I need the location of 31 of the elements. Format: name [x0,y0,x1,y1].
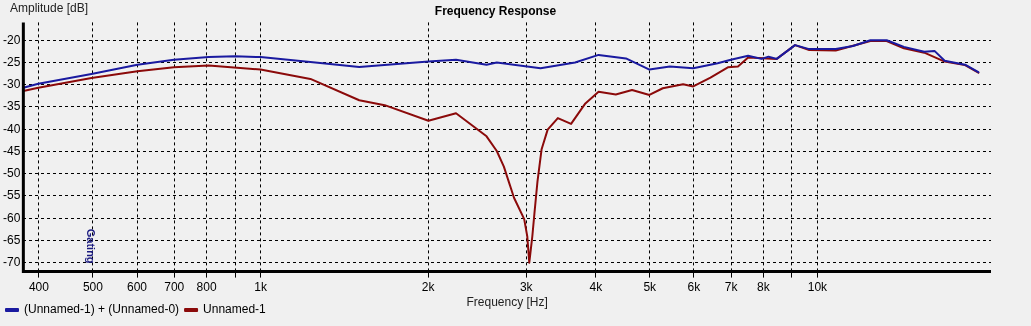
y-tick-label: -65 [3,232,21,247]
y-tick-label: -20 [3,32,21,47]
y-tick-label: -70 [3,255,21,270]
x-tick-label: 7k [724,280,739,295]
x-tick-label: 4k [589,280,604,295]
x-tick-label: 600 [126,280,148,295]
x-axis-title: Frequency [Hz] [466,294,548,309]
x-tick-label: 5k [643,280,658,295]
x-tick-label: 1k [254,280,268,295]
y-tick-label: -25 [3,54,21,69]
y-tick-label: -55 [3,188,21,203]
x-tick-label: 500 [82,280,104,295]
y-tick-label: -50 [3,166,21,181]
legend-label: (Unnamed-1) + (Unnamed-0) [24,302,180,317]
y-tick-label: -30 [3,77,21,92]
x-tick-label: 700 [164,280,185,295]
legend-label: Unnamed-1 [203,302,267,317]
y-tick-label: -35 [3,99,21,114]
x-tick-label: 10k [807,280,829,295]
y-tick-label: -60 [3,210,21,225]
y-tick-label: -45 [3,143,21,158]
x-tick-label: 3k [519,280,534,295]
x-tick-label: 8k [757,280,771,295]
y-axis-title: Amplitude [dB] [10,1,89,16]
x-tick-label: 800 [196,280,217,295]
annotation: Gating [85,228,98,264]
x-tick-label: 400 [28,280,50,295]
chart-title: Frequency Response [434,3,557,18]
y-tick-label: -40 [3,121,21,136]
x-tick-label: 6k [687,280,702,295]
x-tick-label: 2k [421,280,436,295]
